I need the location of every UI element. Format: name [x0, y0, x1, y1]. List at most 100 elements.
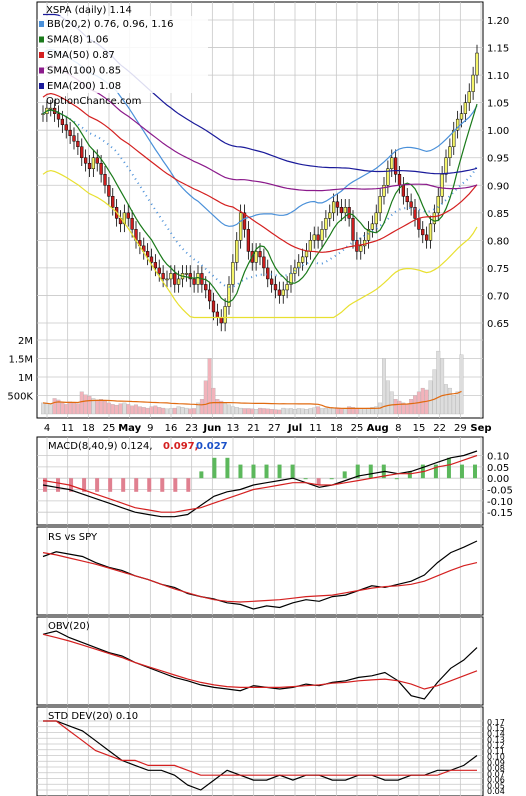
indicator-panels	[42, 450, 478, 791]
candle-body	[378, 196, 382, 214]
x-tick-label: 25	[351, 423, 364, 434]
macd-histogram-bar	[212, 457, 217, 479]
y-tick-label: 0.95	[487, 154, 509, 165]
volume-bar	[440, 358, 445, 415]
candle-body	[397, 174, 402, 186]
macd-histogram-bar	[407, 471, 412, 479]
macd-histogram-bar	[473, 464, 477, 479]
macd-histogram-bar	[251, 464, 256, 479]
candle-body	[95, 157, 99, 164]
volume-bar	[265, 408, 270, 415]
indicator-tick-label: 0.09	[487, 758, 505, 767]
volume-bar	[72, 402, 76, 415]
volume-bar	[99, 399, 104, 415]
volume-bar	[343, 408, 348, 415]
volume-bar	[393, 399, 398, 415]
volume-bar	[234, 407, 239, 415]
candle-body	[107, 185, 111, 197]
volume-bar	[420, 387, 425, 415]
volume-bar	[134, 404, 138, 415]
macd-histogram-bar	[368, 464, 373, 479]
volume-bar	[459, 354, 464, 415]
volume-bar	[362, 408, 367, 415]
candle-body	[277, 289, 282, 296]
candle-body	[452, 129, 456, 147]
candle-body	[328, 212, 332, 219]
x-tick-label: 11	[309, 423, 322, 434]
candle-body	[126, 212, 130, 219]
volume-bar	[180, 407, 185, 415]
candle-body	[254, 251, 258, 263]
candle-body	[111, 196, 115, 208]
volume-bar	[192, 408, 197, 415]
indicator-tick-label: 0.06	[487, 776, 505, 785]
candle-body	[436, 196, 440, 214]
volume-bar	[161, 407, 166, 415]
volume-bar	[374, 406, 379, 415]
macd-histogram-bar	[290, 464, 295, 479]
x-tick-label: 15	[413, 423, 426, 434]
volume-average-line	[42, 390, 462, 409]
candle-body	[68, 129, 72, 136]
volume-bar	[242, 408, 247, 415]
volume-bar	[413, 395, 417, 415]
candle-body	[227, 284, 231, 307]
volume-tick-label: 1M	[18, 373, 33, 384]
macd-histogram-bar	[108, 478, 113, 492]
candle-body	[103, 174, 107, 186]
x-tick-label: 18	[82, 423, 95, 434]
volume-bar	[285, 408, 290, 415]
candle-body	[99, 162, 103, 175]
indicator-tick-label: 0.04	[487, 787, 505, 796]
panel-frame-2	[36, 526, 484, 616]
volume-bar	[428, 380, 433, 415]
candle-body	[382, 185, 386, 197]
candle-body	[235, 240, 239, 263]
macd-histogram-bar	[121, 478, 126, 492]
bb-lower-line	[42, 169, 478, 319]
legend-background	[38, 16, 208, 93]
volume-bar	[118, 403, 123, 415]
legend-swatch	[39, 21, 44, 27]
macd-histogram-bar	[199, 471, 204, 479]
candle-body	[471, 74, 475, 92]
indicator-tick-label: 0.10	[487, 452, 509, 463]
macd-histogram-bar	[147, 478, 152, 492]
volume-bar	[289, 408, 293, 415]
macd-histogram-bar	[160, 478, 165, 492]
legend-swatch	[39, 67, 44, 74]
x-tick-label: 13	[227, 423, 240, 434]
x-tick-label: 18	[330, 423, 343, 434]
volume-bar	[165, 408, 169, 415]
volume-bar	[397, 400, 402, 415]
volume-bar	[106, 402, 111, 415]
volume-bar	[215, 399, 220, 415]
volume-bar	[176, 406, 181, 415]
x-tick-label: 9	[147, 423, 153, 434]
candle-body	[196, 273, 200, 285]
candle-body	[390, 157, 394, 169]
macd-histogram-bar	[56, 478, 61, 492]
candle-body	[347, 207, 351, 219]
volume-bar	[64, 404, 69, 415]
indicator-tick-label: -0.05	[487, 486, 513, 497]
indicator-tick-label: 0.15	[487, 724, 505, 733]
candle-body	[246, 229, 251, 252]
indicator-tick-label: 0.12	[487, 741, 505, 750]
volume-bar	[308, 408, 313, 415]
candle-body	[335, 201, 340, 208]
candle-body	[60, 118, 65, 125]
volume-bar	[300, 408, 305, 415]
watermark: OptionChance.com	[46, 96, 141, 107]
volume-bar	[455, 391, 460, 415]
macd-histogram-bar	[316, 478, 321, 485]
volume-bar	[382, 358, 386, 415]
volume-bar	[122, 402, 127, 415]
indicator-tick-label: 0.08	[487, 764, 505, 773]
y-tick-label: 1.10	[487, 71, 509, 82]
candle-body	[463, 102, 468, 114]
macd-histogram-bar	[238, 464, 243, 479]
candle-body	[184, 273, 189, 275]
candle-body	[308, 240, 313, 252]
macd-histogram-bar	[264, 464, 269, 479]
